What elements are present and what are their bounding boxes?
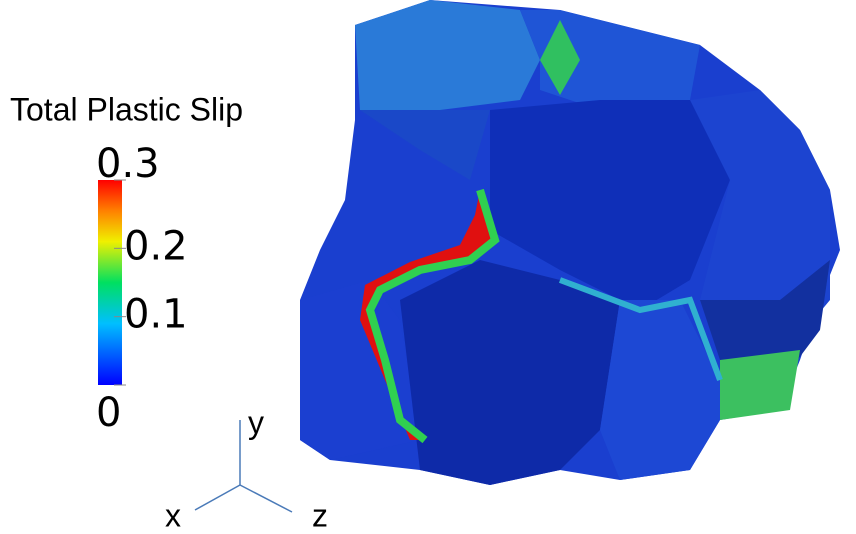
y-axis-label: y xyxy=(248,404,264,440)
tick-label: 0 xyxy=(96,390,121,436)
colorbar-ticks: 0 0.1 0.2 0.3 xyxy=(96,141,188,436)
x-axis-line xyxy=(194,484,241,511)
colorbar-title: Total Plastic Slip xyxy=(10,91,243,127)
grain-render xyxy=(300,0,840,485)
colorbar xyxy=(98,180,122,385)
tick-label: 0.2 xyxy=(124,223,188,269)
tick-label: 0.3 xyxy=(96,141,160,187)
axes-triad xyxy=(194,420,293,513)
tick-label: 0.1 xyxy=(124,292,188,338)
z-axis-line xyxy=(239,484,293,513)
z-axis-label: z xyxy=(312,497,328,533)
x-axis-label: x xyxy=(165,497,181,533)
